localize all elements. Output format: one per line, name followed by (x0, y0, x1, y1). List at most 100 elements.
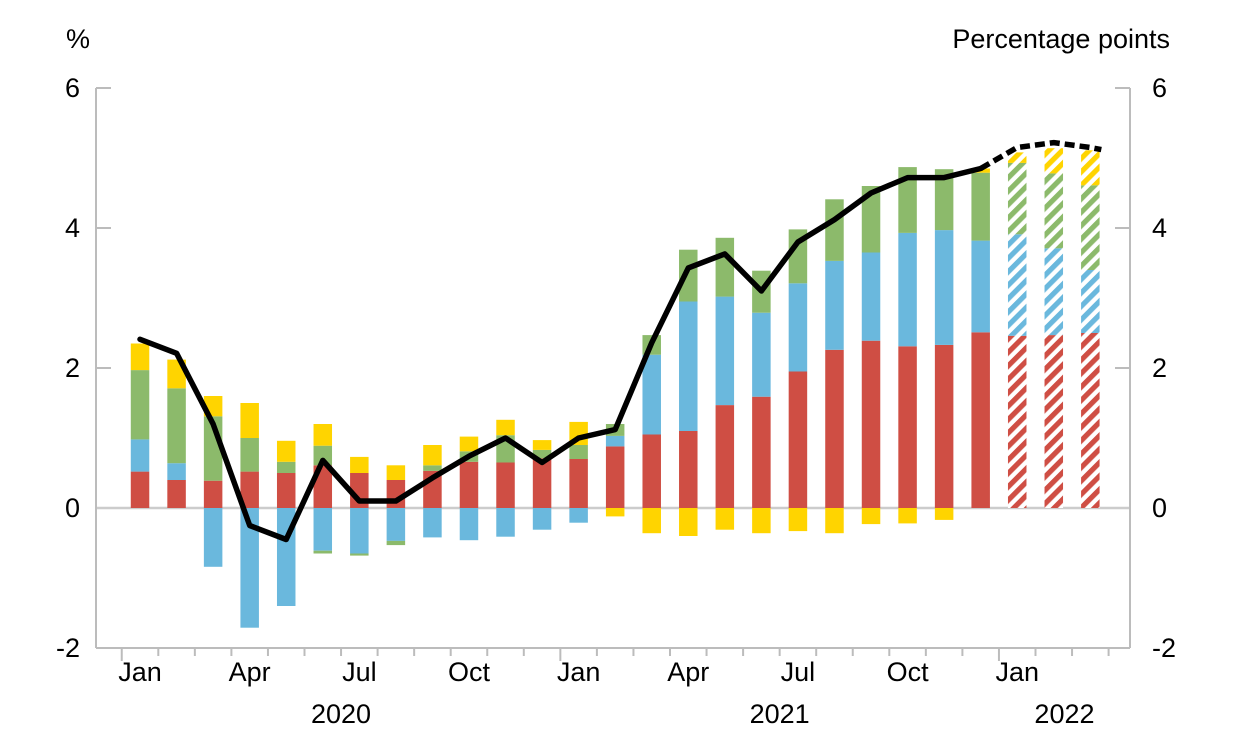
x-year-label: 2022 (1034, 699, 1094, 729)
bar-jul-2021 (788, 229, 808, 532)
bar-segment-yellow (861, 508, 881, 525)
bar-segment-yellow-projected (1081, 150, 1100, 186)
bar-segment-yellow (532, 440, 552, 450)
bar-segment-red-projected (1044, 335, 1064, 508)
bar-segment-green (386, 540, 406, 546)
bar-segment-green (861, 186, 881, 253)
bar-segment-green (350, 553, 369, 556)
bar-segment-red-projected (1007, 335, 1027, 508)
bar-segment-green (240, 438, 259, 472)
bar-segment-yellow (240, 403, 259, 438)
bar-segment-blue (605, 435, 625, 447)
bar-jan-2020 (130, 343, 150, 508)
bar-segment-red (569, 459, 588, 508)
bar-segment-blue (861, 252, 881, 341)
bar-segment-green (313, 445, 333, 466)
bar-segment-green (423, 465, 442, 471)
bar-segment-yellow (605, 508, 625, 517)
bar-segment-blue (971, 240, 990, 333)
bar-sep-2020 (423, 445, 442, 538)
bar-segment-yellow (313, 424, 333, 446)
bar-segment-yellow (825, 508, 844, 534)
bar-jan-2022 (1007, 152, 1027, 508)
bar-segment-blue (386, 508, 406, 541)
y-tick-label-right: 4 (1152, 213, 1167, 243)
bar-feb-2020 (167, 359, 186, 508)
bar-segment-red (752, 396, 771, 508)
bar-segment-yellow (642, 508, 661, 534)
bar-segment-yellow (898, 508, 917, 524)
bar-segment-blue (423, 508, 442, 538)
bar-oct-2021 (898, 167, 917, 524)
bar-mar-2022 (1081, 150, 1100, 508)
line-series-projection-dotted (979, 139, 1102, 171)
bar-segment-yellow (679, 508, 698, 536)
bar-segment-green (715, 237, 735, 297)
bar-segment-red (715, 405, 735, 508)
x-month-label: Oct (448, 657, 491, 687)
bar-segment-red (934, 344, 954, 508)
bar-segment-green (788, 229, 808, 284)
bar-segment-red (605, 446, 625, 508)
bar-segment-yellow (752, 508, 771, 534)
bar-segment-red (971, 332, 990, 508)
y-tick-label-left: 0 (65, 493, 80, 523)
bar-segment-yellow (459, 436, 479, 452)
bar-feb-2022 (1044, 148, 1064, 508)
bar-segment-red (861, 340, 881, 508)
bar-segment-green (130, 370, 150, 440)
bar-segment-blue (715, 296, 735, 406)
bar-aug-2021 (825, 199, 844, 534)
bar-segment-blue (459, 508, 479, 541)
bar-segment-yellow (934, 508, 954, 520)
y-tick-label-right: 2 (1152, 353, 1167, 383)
bar-dec-2021 (971, 168, 990, 508)
bar-segment-red (788, 371, 808, 508)
y-tick-label-right: 0 (1152, 493, 1167, 523)
bar-segment-blue (532, 508, 552, 530)
bar-segment-red (167, 480, 186, 508)
bar-segment-yellow (386, 465, 406, 480)
bar-segment-green (569, 445, 588, 459)
bar-segment-yellow (276, 440, 296, 462)
x-month-label: Apr (667, 657, 709, 687)
bar-segment-yellow (423, 445, 442, 466)
bar-segment-red (459, 461, 479, 508)
bar-apr-2021 (679, 249, 698, 536)
bar-segment-green (971, 172, 990, 241)
right-axis-title: Percentage points (952, 24, 1170, 54)
x-month-label: Jan (995, 657, 1039, 687)
bar-segment-green (276, 461, 296, 473)
bar-segment-blue (496, 508, 515, 537)
bar-segment-green (898, 167, 917, 233)
bar-segment-yellow (788, 508, 808, 532)
bar-dec-2020 (532, 440, 552, 530)
bar-sep-2021 (861, 186, 881, 525)
bar-segment-green-projected (1044, 173, 1064, 249)
bar-jun-2021 (752, 270, 771, 534)
bar-segment-yellow (715, 508, 735, 530)
bar-mar-2021 (642, 335, 661, 534)
x-year-label: 2021 (750, 699, 810, 729)
bar-segment-blue (569, 508, 588, 523)
bars-group (130, 148, 1100, 628)
bar-nov-2021 (934, 169, 954, 520)
bar-segment-yellow-projected (1044, 148, 1064, 174)
y-tick-label-left: 2 (65, 353, 80, 383)
bar-jun-2020 (313, 424, 333, 554)
bar-segment-blue (130, 439, 150, 472)
x-month-label: Oct (887, 657, 930, 687)
bar-segment-green (825, 199, 844, 261)
bar-segment-red (898, 346, 917, 508)
bar-segment-green (679, 249, 698, 302)
x-month-label: Jan (557, 657, 601, 687)
bar-segment-red (276, 473, 296, 508)
bar-segment-blue (752, 312, 771, 397)
bar-segment-green-projected (1007, 162, 1027, 235)
bar-segment-green-projected (1081, 185, 1100, 270)
bar-segment-yellow (130, 343, 150, 371)
bar-segment-green (532, 449, 552, 459)
bar-segment-red (130, 471, 150, 508)
bar-segment-blue (240, 508, 259, 628)
bar-segment-red-projected (1081, 333, 1100, 508)
